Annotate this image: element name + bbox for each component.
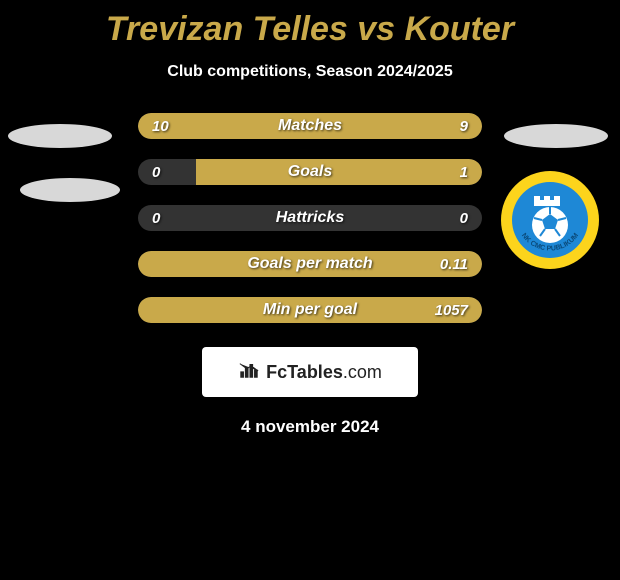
- stat-row-matches: 10 Matches 9: [138, 113, 482, 139]
- chart-icon: [238, 359, 260, 386]
- logo-text: FcTables.com: [266, 362, 382, 383]
- stat-row-goals: 0 Goals 1: [138, 159, 482, 185]
- date-text: 4 november 2024: [0, 417, 620, 437]
- player-left-placeholder-1: [8, 124, 112, 148]
- stat-label: Hattricks: [138, 209, 482, 227]
- stat-right-value: 0: [460, 210, 468, 227]
- club-badge-icon: NK CMC PUBLIKUM: [500, 170, 600, 270]
- stat-right-value: 9: [460, 118, 468, 135]
- stat-right-value: 1: [460, 164, 468, 181]
- stat-label: Goals per match: [138, 255, 482, 273]
- stat-label: Goals: [138, 163, 482, 181]
- stat-row-hattricks: 0 Hattricks 0: [138, 205, 482, 231]
- player-right-placeholder: [504, 124, 608, 148]
- stat-label: Min per goal: [138, 301, 482, 319]
- comparison-title: Trevizan Telles vs Kouter: [0, 0, 620, 49]
- stat-row-goals-per-match: Goals per match 0.11: [138, 251, 482, 277]
- comparison-subtitle: Club competitions, Season 2024/2025: [0, 63, 620, 81]
- fctables-logo[interactable]: FcTables.com: [202, 347, 418, 397]
- stat-row-min-per-goal: Min per goal 1057: [138, 297, 482, 323]
- stat-right-value: 0.11: [440, 256, 468, 273]
- player-left-placeholder-2: [20, 178, 120, 202]
- stat-right-value: 1057: [435, 302, 468, 319]
- stat-label: Matches: [138, 117, 482, 135]
